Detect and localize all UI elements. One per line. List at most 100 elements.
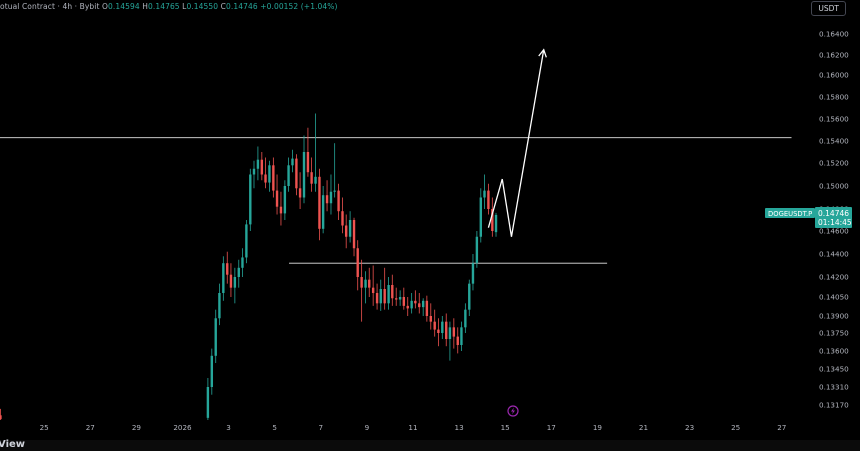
price-tick-label: 0.16200 xyxy=(819,51,849,60)
candle-body xyxy=(379,289,382,304)
price-tick-label: 0.15000 xyxy=(819,182,849,191)
candle-body xyxy=(356,248,359,277)
price-tag-bg xyxy=(815,207,852,228)
time-tick-label: 7 xyxy=(319,423,324,432)
time-tick-label: 29 xyxy=(132,423,142,432)
bolt-shape xyxy=(511,407,515,415)
candle-body xyxy=(264,174,267,183)
candle-body xyxy=(329,191,333,204)
candle-body xyxy=(414,300,417,304)
projection-drawing[interactable] xyxy=(487,48,547,237)
candle-body xyxy=(0,415,2,420)
candle-body xyxy=(318,176,321,229)
candle-body xyxy=(333,190,336,192)
price-tick-label: 0.13600 xyxy=(819,347,849,356)
currency-button[interactable]: USDT xyxy=(811,1,846,16)
close-value: 0.14746 xyxy=(226,2,258,11)
candle-body xyxy=(256,159,260,169)
event-circle xyxy=(507,405,519,417)
candle-body xyxy=(464,309,467,328)
candle-body xyxy=(295,158,298,189)
candle-body xyxy=(460,327,463,345)
time-axis[interactable]: 25 27 29 2026 3 5 7 9 11 13 15 17 19 21 23 25 27 xyxy=(40,423,787,432)
candle-body xyxy=(491,209,494,231)
candle-body xyxy=(352,220,356,249)
candle-body xyxy=(448,327,452,339)
candle-body xyxy=(437,329,440,333)
time-tick-label: 25 xyxy=(731,423,740,432)
candle-body xyxy=(249,174,252,225)
candle-body xyxy=(233,277,237,288)
candle-body xyxy=(214,318,217,356)
low-label: L xyxy=(182,2,187,11)
candle-body xyxy=(402,297,406,306)
footer-bar: View xyxy=(0,439,860,451)
price-tick-label: 0.14200 xyxy=(819,273,849,282)
candle-body xyxy=(283,186,287,214)
candle-body xyxy=(298,188,302,198)
price-tick-label: 0.14050 xyxy=(819,293,849,302)
candle-body xyxy=(387,285,390,304)
symbol-title: otual Contract · 4h · Bybit xyxy=(0,2,100,11)
candle-body xyxy=(429,316,432,322)
candle-body xyxy=(360,277,363,288)
candle-body xyxy=(306,152,310,173)
candle-body xyxy=(210,355,214,387)
candle-body xyxy=(218,293,221,319)
lightning-bolt-icon[interactable] xyxy=(507,405,519,417)
time-tick-label: 25 xyxy=(40,423,49,432)
candle-body xyxy=(226,263,229,275)
candle-body xyxy=(291,158,294,166)
candle-body xyxy=(375,293,379,304)
time-tick-label: 21 xyxy=(639,423,648,432)
candle-body xyxy=(252,168,256,175)
projection-arrowhead xyxy=(538,48,547,58)
time-tick-label: 5 xyxy=(272,423,277,432)
close-label: C xyxy=(220,2,226,11)
price-tick-label: 0.14600 xyxy=(819,227,849,236)
price-tag-value: 0.14746 xyxy=(818,209,849,218)
price-tick-label: 0.16000 xyxy=(819,71,849,80)
time-tick-label: 17 xyxy=(547,423,556,432)
candle-body xyxy=(337,190,340,212)
price-tick-label: 0.13170 xyxy=(819,401,849,410)
time-tick-label: 27 xyxy=(86,423,95,432)
candle-body xyxy=(272,165,275,191)
price-tick-label: 0.13900 xyxy=(819,312,849,321)
candle-body xyxy=(348,220,352,237)
projection-line[interactable] xyxy=(487,49,545,237)
price-tick-label: 0.13750 xyxy=(819,329,849,338)
candle-body xyxy=(268,165,271,183)
price-tick-label: 0.15200 xyxy=(819,159,849,168)
candle-body xyxy=(433,321,436,330)
candle-body xyxy=(260,159,264,175)
candle-body xyxy=(410,300,413,309)
symbol-tag-bg xyxy=(765,208,815,218)
candle-body xyxy=(325,195,329,204)
candle-body xyxy=(364,279,367,288)
candle-body xyxy=(421,300,425,308)
horizontal-levels[interactable] xyxy=(0,137,792,264)
candle-body xyxy=(310,172,313,184)
open-label: O xyxy=(102,2,109,11)
candle-body xyxy=(321,195,325,229)
time-tick-label: 27 xyxy=(777,423,786,432)
price-tick-label: 0.16400 xyxy=(819,30,849,39)
price-tick-label: 0.13310 xyxy=(819,383,849,392)
candle-body xyxy=(406,305,409,309)
time-tick-label: 13 xyxy=(455,423,464,432)
candle-body xyxy=(456,336,459,345)
time-tick-label: 19 xyxy=(593,423,603,432)
change-value: +0.00152 (+1.04%) xyxy=(260,2,338,11)
candle-body xyxy=(229,274,233,288)
candle-body xyxy=(222,263,225,293)
time-tick-label: 11 xyxy=(408,423,417,432)
candle-body xyxy=(479,197,483,237)
price-tick-label: 0.15600 xyxy=(819,115,849,124)
candle-body xyxy=(368,279,371,288)
price-tick-label: 0.13450 xyxy=(819,365,849,374)
candle-body xyxy=(237,267,240,277)
candle-body xyxy=(279,206,283,214)
candle-body xyxy=(452,327,456,337)
